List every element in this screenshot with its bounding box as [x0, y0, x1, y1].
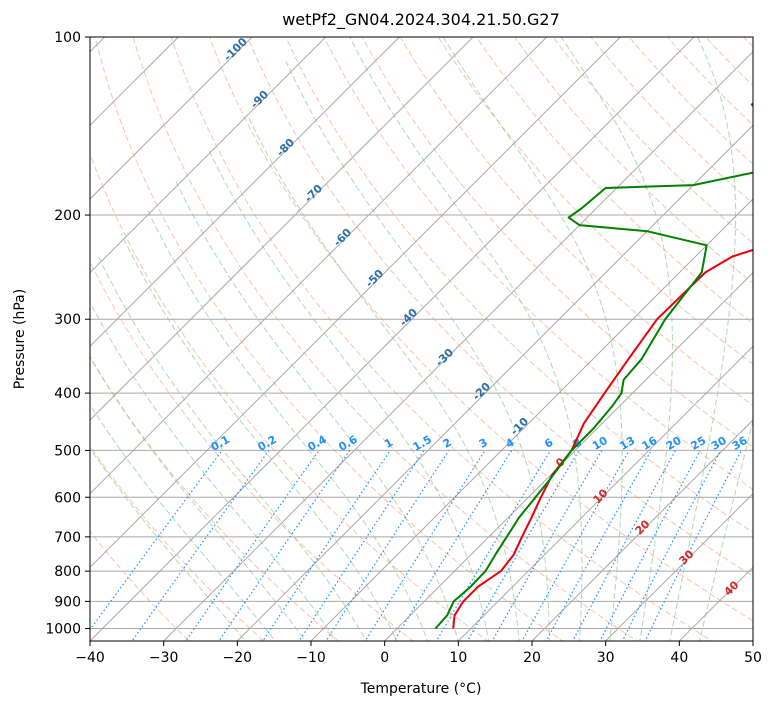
y-tick-label: 300	[54, 312, 81, 328]
isotherm	[384, 271, 753, 641]
x-axis-ticks: −40 −30 −20 −10 0 10 20 30 40 50	[75, 641, 762, 666]
x-tick-label: 20	[523, 650, 541, 666]
mixing-ratio-line	[90, 450, 223, 631]
mixing-ratio-line	[491, 450, 603, 641]
y-tick-label: 400	[54, 386, 81, 402]
x-tick-label: −40	[75, 650, 105, 666]
y-tick-label: 900	[54, 594, 81, 610]
x-tick-label: 30	[597, 650, 615, 666]
x-tick-label: −20	[223, 650, 253, 666]
moist-adiabat	[97, 256, 367, 641]
dry-adiabat	[514, 37, 753, 284]
y-axis-label: Pressure (hPa)	[12, 289, 28, 389]
moist-adiabat	[285, 61, 550, 641]
dry-adiabat	[323, 37, 753, 491]
plot-frame	[89, 36, 754, 642]
dry-adiabat	[90, 356, 340, 641]
moist-adiabat	[90, 447, 246, 641]
isotherm	[236, 124, 753, 641]
dry-adiabat	[437, 37, 753, 365]
dry-adiabat	[552, 37, 753, 244]
moist-adiabat	[175, 180, 459, 641]
y-tick-label: 500	[54, 443, 81, 459]
isotherm	[90, 37, 621, 569]
isotherm	[90, 37, 327, 274]
mixing-ratio-line	[131, 450, 270, 641]
x-tick-label: 50	[744, 650, 762, 666]
mixing-ratio-line	[185, 450, 320, 641]
mixing-ratio-line	[325, 450, 450, 641]
background-lines	[90, 37, 753, 641]
mixing-ratio-line	[435, 450, 552, 641]
y-tick-label: 1000	[45, 621, 81, 637]
isotherm	[90, 37, 474, 421]
y-axis-ticks: 100 200 300 400 500 600 700 800 900 1000	[45, 30, 90, 637]
x-tick-label: 10	[449, 650, 467, 666]
isotherm	[90, 37, 548, 495]
dry-adiabat	[90, 152, 489, 641]
moist-adiabat	[90, 355, 307, 641]
x-tick-label: −10	[296, 650, 326, 666]
mixing-ratio-line	[466, 450, 580, 641]
dry-adiabat	[90, 530, 190, 641]
isotherm	[90, 37, 400, 348]
isotherm	[605, 492, 753, 641]
x-tick-label: −30	[149, 650, 179, 666]
y-tick-label: 800	[54, 564, 81, 580]
moist-adiabat	[208, 149, 490, 641]
mixing-ratio-line	[644, 450, 743, 641]
chart-title: wetPf2_GN04.2024.304.21.50.G27	[282, 10, 560, 30]
mixing-ratio-line	[521, 450, 630, 641]
y-tick-label: 700	[54, 530, 81, 546]
moist-adiabat	[120, 233, 398, 641]
mixing-ratio-line	[298, 450, 425, 641]
y-tick-label: 600	[54, 490, 81, 506]
x-tick-label: 0	[380, 650, 389, 666]
temperature-profile	[452, 248, 753, 629]
dry-adiabat	[590, 37, 753, 205]
dry-adiabat	[247, 37, 753, 577]
dry-adiabat	[170, 37, 713, 641]
x-tick-label: 40	[670, 650, 688, 666]
y-tick-label: 100	[54, 30, 81, 46]
isotherm	[310, 198, 753, 641]
mixing-ratio-line	[621, 450, 722, 641]
dry-adiabat	[285, 37, 753, 534]
isotherm	[90, 37, 253, 200]
dry-adiabat	[90, 260, 414, 641]
isotherm	[90, 37, 695, 641]
moist-adiabat	[246, 113, 520, 641]
isotherm	[163, 50, 753, 641]
dry-adiabat	[132, 37, 638, 641]
x-axis-label: Temperature (°C)	[360, 681, 482, 697]
y-tick-label: 200	[54, 208, 81, 224]
mixing-ratio-line	[545, 450, 652, 641]
moist-adiabat	[146, 208, 429, 641]
mixing-ratio-line	[262, 450, 391, 641]
isotherm	[531, 419, 753, 641]
mixing-ratio-line	[218, 450, 351, 641]
isotherm	[457, 345, 753, 641]
dry-adiabat	[208, 37, 753, 622]
